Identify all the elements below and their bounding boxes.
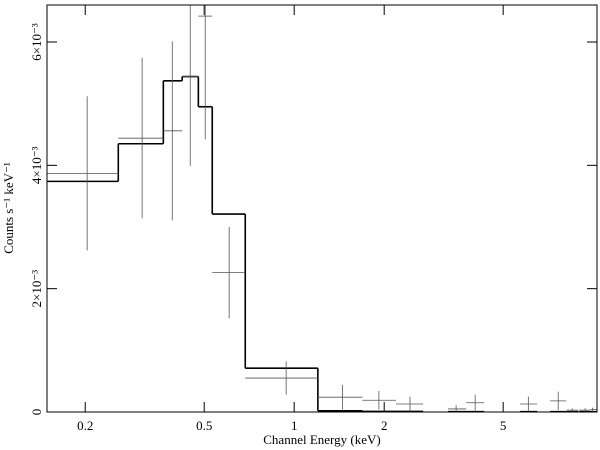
y-tick-label: 2×10⁻³	[29, 270, 44, 308]
x-tick-label: 5	[500, 418, 507, 433]
y-tick-label: 0	[29, 409, 44, 416]
x-tick-label: 1	[291, 418, 298, 433]
plot-frame	[46, 4, 598, 413]
y-tick-label: 6×10⁻³	[29, 23, 44, 61]
plot-area	[47, 5, 597, 412]
x-tick-label: 0.2	[77, 418, 93, 433]
x-axis-label: Channel Energy (keV)	[263, 432, 380, 447]
x-tick-label: 0.5	[196, 418, 212, 433]
y-tick-label: 4×10⁻³	[29, 146, 44, 184]
y-axis-label: Counts s⁻¹ keV⁻¹	[1, 162, 16, 254]
x-tick-label: 2	[381, 418, 388, 433]
